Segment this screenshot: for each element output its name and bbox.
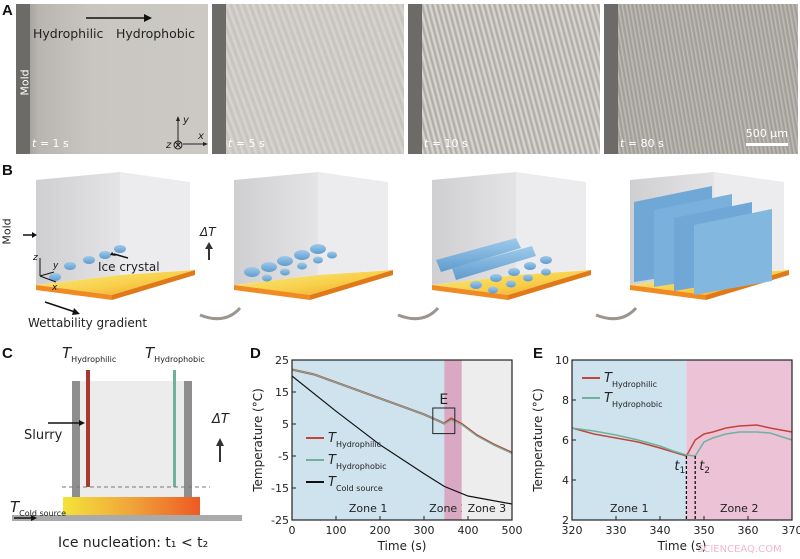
svg-text:x: x [197, 131, 204, 142]
hydrophilic-probe [86, 370, 90, 487]
direction-arrow-icon [86, 14, 152, 22]
svg-text:y: y [182, 115, 190, 126]
series-line [291, 369, 513, 454]
delta-t-label-b: ΔT [200, 225, 216, 239]
chart-e: Zone 1 Zone 2 320 330 340 350 360 370 10 8 6 4 2 Time… [531, 354, 800, 553]
zoom-box [432, 407, 456, 435]
axes-icon: y x z [166, 115, 208, 151]
y-tick-label: 5 [282, 418, 289, 431]
photo-frame-4: t = 80 s 500 μm [604, 4, 798, 154]
scale-bar [746, 143, 788, 146]
x-tick-label: 370 [782, 524, 800, 537]
svg-text:z: z [32, 253, 38, 263]
x-tick-label: 360 [738, 524, 759, 537]
zone-label: Zone 3 [468, 502, 507, 515]
svg-text:z: z [166, 140, 172, 151]
y-tick-label: 10 [555, 354, 569, 367]
series-line [291, 375, 513, 505]
panel-c-setup-diagram [12, 370, 242, 521]
time-label-1: t = 1 s [32, 137, 69, 150]
zone-label: Zone 1 [610, 502, 649, 515]
mold-edge [604, 4, 618, 154]
photo-frame-1: Hydrophilic Hydrophobic Mold y x z t = 1… [16, 4, 208, 154]
mold-edge [212, 4, 226, 154]
y-tick-label: 25 [275, 354, 289, 367]
x-tick-label: 0 [289, 524, 296, 537]
photo-frame-2: t = 5 s [212, 4, 404, 154]
y-tick-label: 4 [562, 474, 569, 487]
panel-d-letter: D [250, 345, 261, 362]
zone-band [686, 360, 792, 520]
hydrophilic-label: Hydrophilic [33, 26, 104, 41]
y-tick-label: -25 [271, 514, 289, 527]
hydrophobic-probe [173, 370, 176, 487]
x-tick-label: 340 [650, 524, 671, 537]
zone-label: Zone 1 [349, 502, 388, 515]
x-tick-label: 330 [606, 524, 627, 537]
t-cold-source-label: TCold source [10, 498, 67, 518]
y-tick-label: 6 [562, 434, 569, 447]
y-axis-label: Temperature (°C) [531, 388, 545, 493]
ice-crystal-label: Ice crystal [98, 260, 160, 274]
panel-e-letter: E [533, 345, 544, 362]
x-axis-label: Time (s) [657, 539, 707, 553]
schematic-step-2 [234, 172, 393, 300]
series-line [571, 424, 793, 457]
y-tick-label: 15 [275, 386, 289, 399]
hydrophobic-label: Hydrophobic [116, 26, 196, 41]
chart-d: Zone 1 Zone 2→Zone 30 100 200 300 400 50025155… [251, 354, 523, 553]
y-tick-label: 8 [562, 394, 569, 407]
nucleation-label: t2 [699, 459, 710, 476]
x-tick-label: 100 [326, 524, 347, 537]
schematic-step-4 [630, 172, 789, 300]
t-hydrophobic-label: THydrophobic [145, 344, 205, 364]
time-label-4: t = 80 s [620, 137, 664, 150]
slurry-label: Slurry [24, 428, 63, 443]
time-label-3: t = 10 s [424, 137, 468, 150]
mold-edge [16, 4, 30, 154]
nucleation-label: t1 [674, 459, 685, 476]
y-tick-label: -5 [278, 450, 289, 463]
x-tick-label: 400 [458, 524, 479, 537]
scale-bar-label: 500 μm [745, 127, 788, 140]
x-tick-label: 320 [562, 524, 583, 537]
y-tick-label: 2 [562, 514, 569, 527]
x-tick-label: 300 [414, 524, 435, 537]
cold-source-bar [63, 497, 200, 515]
x-tick-label: 200 [370, 524, 391, 537]
delta-t-label-c: ΔT [212, 412, 229, 427]
t-hydrophilic-label: THydrophilic [62, 344, 117, 364]
watermark: SCIENCEAQ.COM [697, 544, 782, 555]
mold-label-b: Mold [0, 218, 14, 245]
x-tick-label: 350 [694, 524, 715, 537]
schematic-step-3 [432, 172, 591, 300]
mold-label: Mold [18, 69, 32, 96]
y-tick-label: -15 [271, 482, 289, 495]
y-axis-label: Temperature (°C) [251, 388, 265, 493]
photo-frame-3: t = 10 s [408, 4, 600, 154]
mold-edge [408, 4, 422, 154]
zoom-box-label: E [439, 392, 448, 408]
zone-band [292, 360, 445, 520]
wettability-gradient-label: Wettability gradient [28, 316, 148, 330]
zone-band [444, 360, 462, 520]
x-axis-label: Time (s) [377, 539, 427, 553]
ice-nucleation-caption: Ice nucleation: t₁ < t₂ [58, 535, 209, 551]
time-label-2: t = 5 s [228, 137, 265, 150]
panel-c-letter: C [2, 345, 13, 362]
panel-b-letter: B [2, 162, 13, 179]
svg-text:y: y [52, 261, 59, 271]
x-tick-label: 500 [502, 524, 523, 537]
zone-label: Zone 2 [720, 502, 759, 515]
panel-a-letter: A [2, 2, 13, 19]
panel-b-schematics: z y x [23, 172, 789, 321]
svg-text:x: x [51, 283, 58, 293]
schematic-step-1: z y x [23, 172, 195, 315]
